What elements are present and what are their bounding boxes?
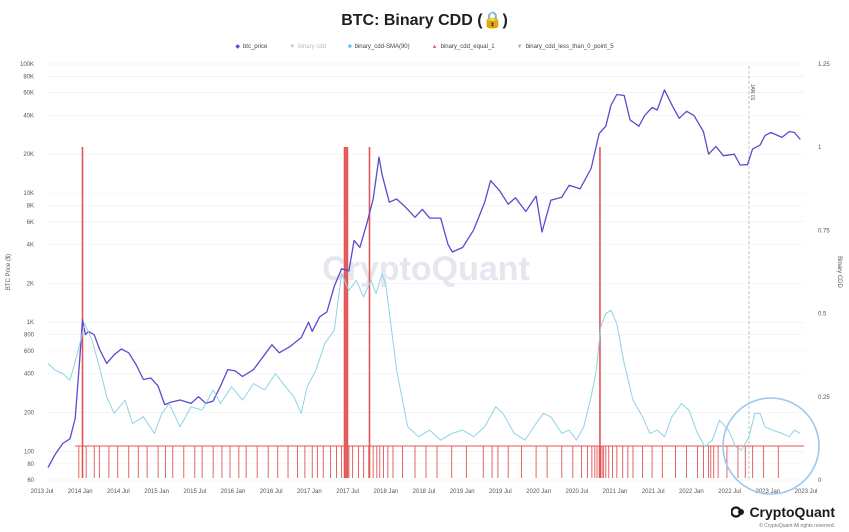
y-left-tick-label: 1K: [27, 320, 34, 326]
y-right-tick-label: 0: [818, 478, 822, 484]
x-tick-label: 2016 Jan: [221, 489, 246, 495]
legend-label: btc_price: [242, 43, 268, 50]
y-right-axis-title: Binary CDD: [836, 256, 842, 288]
legend-item-0[interactable]: ◆ btc_price: [235, 43, 268, 51]
x-tick-label: 2014 Jan: [68, 489, 93, 495]
y-left-tick-label: 20K: [23, 152, 34, 158]
watermark-text: CryptoQuant: [322, 250, 530, 288]
x-tick-label: 2015 Jan: [144, 489, 169, 495]
legend-label: binary_cdd_less_than_0_point_5: [525, 43, 614, 50]
x-tick-label: 2018 Jan: [373, 489, 398, 495]
y-left-tick-label: 100: [24, 449, 35, 455]
x-tick-label: 2018 Jul: [413, 489, 436, 495]
highlight-circle: [722, 397, 820, 495]
y-left-tick-label: 400: [24, 372, 35, 378]
legend-item-1[interactable]: ▼ binary cdd: [289, 43, 326, 50]
x-tick-label: 2021 Jan: [603, 489, 628, 495]
legend-marker-icon: ▲: [431, 43, 438, 50]
legend-label: binary_cdd-SMA(90): [354, 43, 410, 50]
legend-item-2[interactable]: ■ binary_cdd-SMA(90): [348, 43, 410, 50]
copyright-text: © CryptoQuant All rights reserved.: [759, 523, 835, 529]
legend-item-3[interactable]: ▲ binary_cdd_equal_1: [432, 43, 495, 50]
y-right-tick-label: 0.5: [818, 312, 827, 318]
x-tick-label: 2016 Jul: [260, 489, 283, 495]
legend: ◆ btc_price ▼ binary cdd ■ binary_cdd-SMA(90)…: [0, 43, 849, 51]
y-left-tick-label: 800: [24, 333, 35, 339]
y-left-tick-label: 40K: [23, 113, 34, 119]
y-left-tick-label: 100K: [20, 62, 34, 68]
legend-label: binary_cdd_equal_1: [440, 43, 495, 50]
x-tick-label: 2023 Jul: [795, 489, 818, 495]
y-left-tick-label: 60: [27, 478, 34, 484]
x-tick-label: 2021 Jul: [642, 489, 665, 495]
y-left-tick-label: 4K: [27, 242, 34, 248]
x-tick-label: 2022 Jan: [679, 489, 704, 495]
y-left-axis-title: BTC Price ($): [6, 254, 12, 290]
x-tick-label: 2017 Jan: [297, 489, 322, 495]
brand-name: CryptoQuant: [749, 504, 835, 520]
x-tick-label: 2020 Jul: [565, 489, 588, 495]
event-marker-label: JAN 01: [749, 84, 755, 101]
x-tick-label: 2013 Jul: [31, 489, 54, 495]
y-left-tick-label: 200: [24, 410, 35, 416]
y-left-tick-label: 80K: [23, 75, 34, 81]
cryptoquant-logo-icon: [731, 506, 745, 518]
x-tick-label: 2019 Jan: [450, 489, 475, 495]
y-right-tick-label: 1.25: [818, 62, 830, 68]
x-tick-label: 2019 Jul: [489, 489, 512, 495]
btc-price-line: [47, 89, 801, 468]
sma-line: [47, 273, 801, 451]
legend-marker-icon: ◆: [235, 44, 240, 50]
x-tick-label: 2015 Jul: [183, 489, 206, 495]
y-left-tick-label: 6K: [27, 220, 34, 226]
legend-item-4[interactable]: ▼ binary_cdd_less_than_0_point_5: [517, 43, 614, 50]
y-left-tick-label: 80: [27, 462, 34, 468]
y-left-tick-label: 60K: [23, 91, 34, 97]
x-tick-label: 2023 Jan: [755, 489, 780, 495]
legend-label: binary cdd: [298, 43, 326, 50]
chart-title: BTC: Binary CDD (🔒): [341, 12, 508, 29]
brand-logo: CryptoQuant: [731, 504, 835, 520]
x-tick-label: 2014 Jul: [107, 489, 130, 495]
legend-marker-icon: ■: [347, 43, 352, 50]
x-tick-label: 2020 Jan: [526, 489, 551, 495]
x-tick-label: 2022 Jul: [718, 489, 741, 495]
legend-marker-icon: ▼: [289, 43, 296, 50]
y-left-tick-label: 600: [24, 349, 35, 355]
y-right-tick-label: 0.25: [818, 395, 830, 401]
y-left-tick-label: 10K: [23, 191, 34, 197]
y-right-tick-label: 0.75: [818, 228, 830, 234]
legend-marker-icon: ▼: [516, 43, 523, 50]
y-left-tick-label: 2K: [27, 281, 34, 287]
y-right-tick-label: 1: [818, 145, 822, 151]
y-left-tick-label: 8K: [27, 204, 34, 210]
x-tick-label: 2017 Jul: [336, 489, 359, 495]
